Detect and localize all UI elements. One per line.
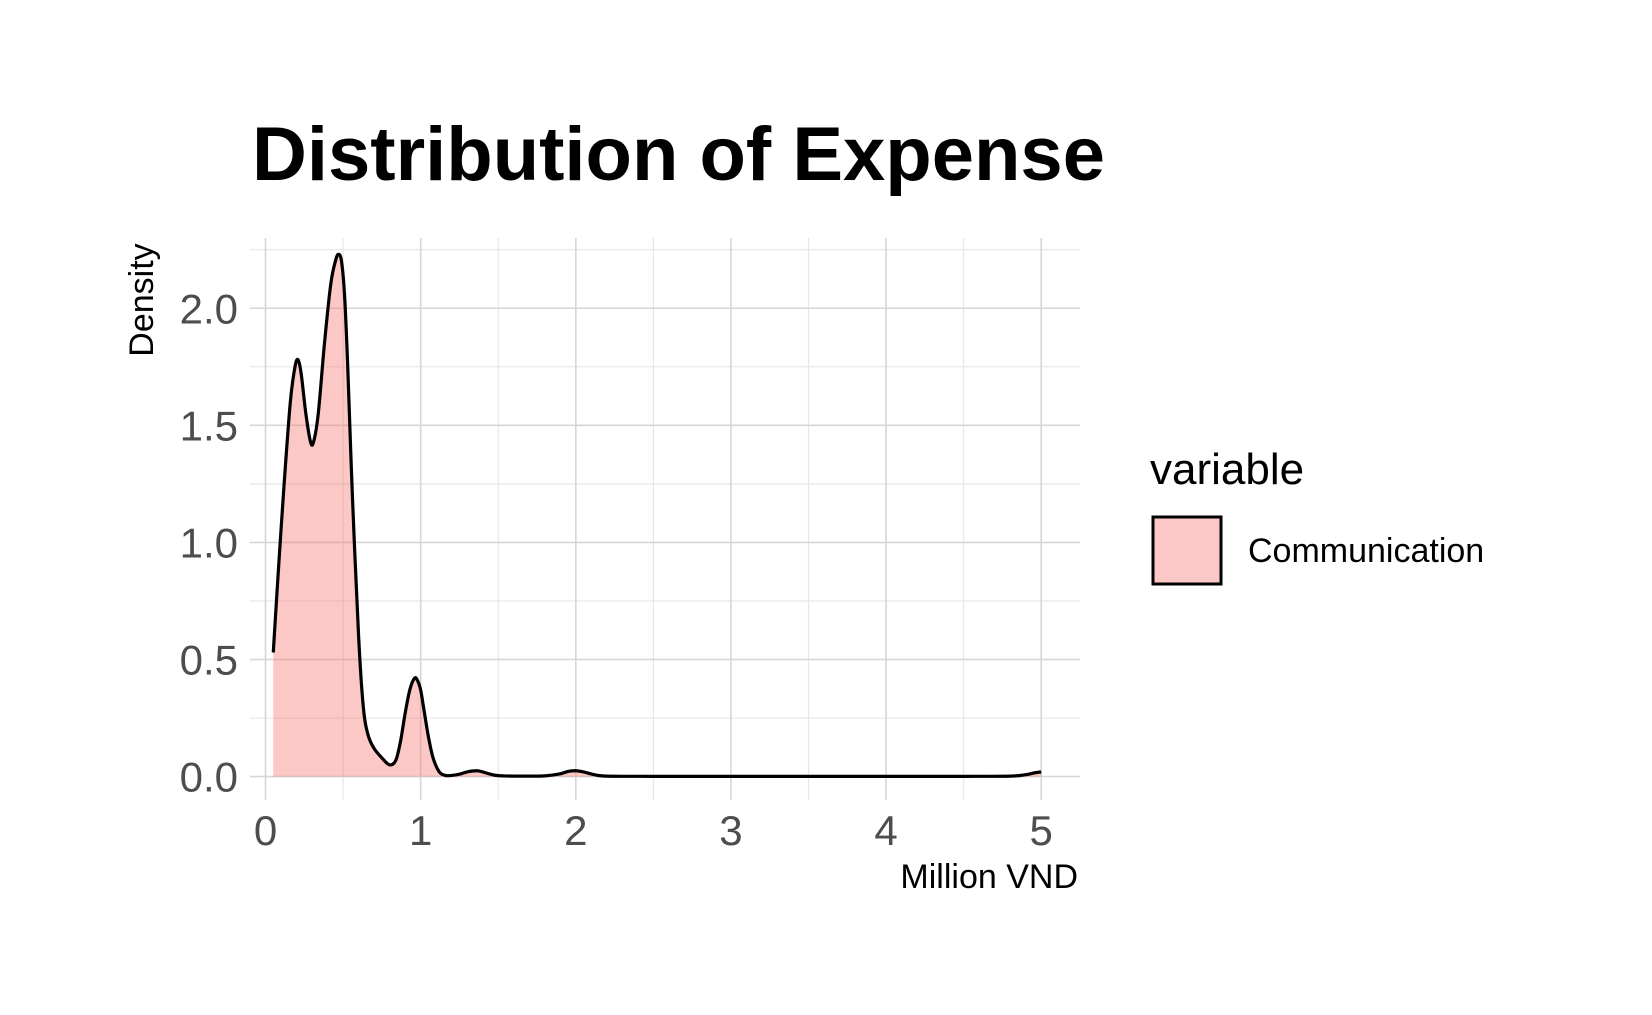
density-area-communication <box>273 254 1042 777</box>
y-tick-label: 1.5 <box>180 402 238 449</box>
y-tick-label: 2.0 <box>180 285 238 332</box>
x-axis-ticks: 0 1 2 3 4 5 <box>254 807 1053 854</box>
y-axis-title: Density <box>123 243 161 356</box>
x-axis-title: Million VND <box>900 858 1078 896</box>
grid <box>250 238 1080 800</box>
x-tick-label: 5 <box>1030 807 1053 854</box>
x-tick-label: 4 <box>874 807 897 854</box>
y-axis-ticks: 0.0 0.5 1.0 1.5 2.0 <box>180 285 238 800</box>
chart-title: Distribution of Expense <box>252 112 1105 197</box>
y-tick-label: 0.0 <box>180 754 238 801</box>
plot-marks <box>271 252 1042 778</box>
x-tick-label: 1 <box>409 807 432 854</box>
legend-key-communication <box>1151 515 1223 586</box>
y-tick-label: 0.5 <box>180 637 238 684</box>
legend-label-communication: Communication <box>1248 532 1484 570</box>
y-tick-label: 1.0 <box>180 519 238 566</box>
density-line-communication <box>271 252 1042 778</box>
x-tick-label: 2 <box>564 807 587 854</box>
legend-title: variable <box>1150 445 1304 494</box>
legend: variable Communication <box>1150 445 1484 586</box>
x-tick-label: 0 <box>254 807 277 854</box>
x-tick-label: 3 <box>719 807 742 854</box>
